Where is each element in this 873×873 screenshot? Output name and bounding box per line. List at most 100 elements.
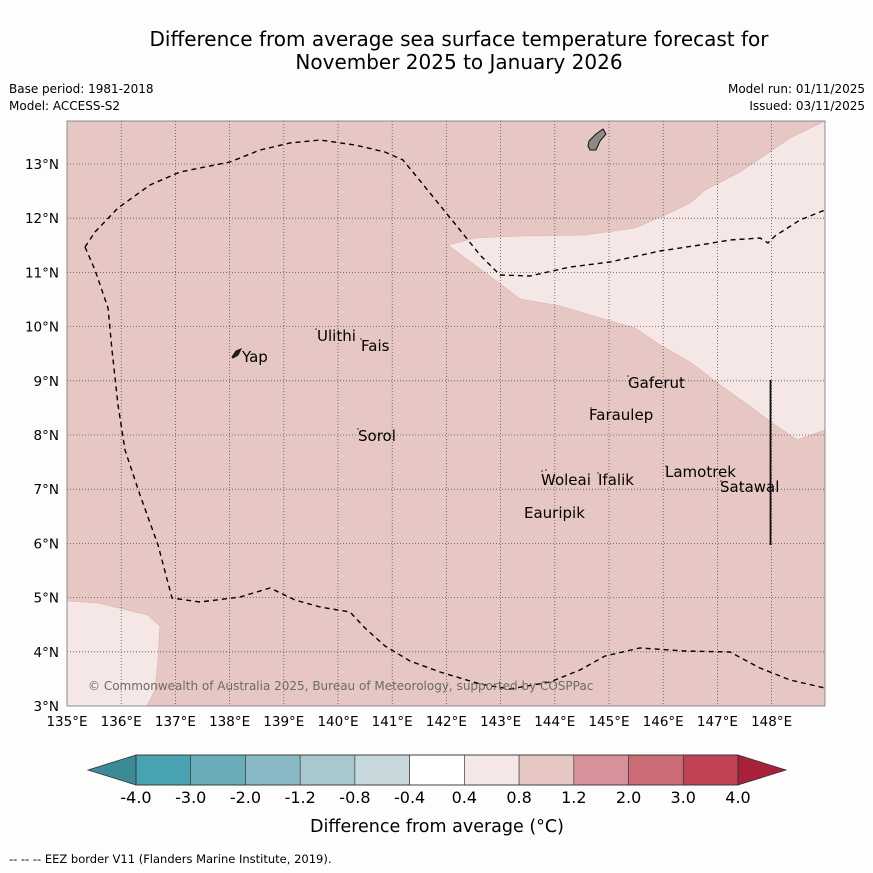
lon-tick-label: 143°E [480, 714, 521, 730]
colorbar-cell [518, 754, 575, 786]
ifalik-marker [597, 472, 599, 474]
lon-tick-label: 138°E [209, 714, 250, 730]
lat-tick-label: 5°N [34, 591, 59, 607]
lon-tick-label: 145°E [588, 714, 629, 730]
lat-tick-label: 3°N [34, 699, 59, 715]
colorbar-cell [354, 754, 410, 786]
colorbar-tick-label: -0.4 [394, 788, 425, 807]
lon-tick-label: 139°E [263, 714, 304, 730]
place-woleai: Woleai [541, 471, 591, 489]
colorbar-extend-high [737, 754, 788, 786]
lon-tick-label: 137°E [155, 714, 196, 730]
colorbar-tick-label: -2.0 [230, 788, 261, 807]
colorbar-tick-label: -3.0 [175, 788, 206, 807]
eez-border-south [84, 246, 825, 690]
colorbar: -4.0 -3.0 -2.0 -1.2 -0.8 -0.4 0.4 0.8 1.2 2.0 3.0 4… [86, 754, 788, 837]
colorbar-tick-label: 2.0 [616, 788, 641, 807]
title-line-2: November 2025 to January 2026 [295, 50, 623, 74]
ulithi-marker [315, 328, 317, 330]
place-ifalik: Ifalik [598, 471, 634, 489]
lamotrek-marker [665, 465, 667, 467]
colorbar-tick-label: 4.0 [725, 788, 750, 807]
lat-tick-label: 6°N [34, 536, 59, 552]
model-run: Model run: 01/11/2025 [727, 82, 865, 96]
place-satawal: Satawal [720, 478, 779, 496]
map-plot-area: Yap Ulithi Fais Sorol Gaferut Faraulep W… [67, 121, 825, 706]
colorbar-cells [135, 754, 739, 786]
map-frame [66, 120, 826, 707]
colorbar-tick-label: -1.2 [285, 788, 316, 807]
issued-date: Issued: 03/11/2025 [749, 99, 865, 113]
colorbar-cell [464, 754, 520, 786]
lon-tick-label: 135°E [46, 714, 87, 730]
colorbar-cell [682, 754, 739, 786]
atoll-markers [315, 328, 722, 482]
anomaly-band-0.4-0.8-northeast [447, 121, 825, 441]
colorbar-tick-label: 1.2 [561, 788, 586, 807]
anomaly-band-0.4-0.8-southwest [67, 600, 161, 706]
colorbar-cell [135, 754, 192, 786]
chart-title: Difference from average sea surface temp… [95, 28, 823, 74]
yap-island-shape [231, 348, 243, 359]
latitude-ticks: 3°N 4°N 5°N 6°N 7°N 8°N 9°N 10°N 11°N 12°N 13°N [25, 157, 59, 715]
colorbar-cell [245, 754, 301, 786]
title-line-1: Difference from average sea surface temp… [149, 27, 769, 51]
lat-tick-label: 7°N [34, 482, 59, 498]
meta-left: Base period: 1981-2018 Model: ACCESS-S2 [9, 81, 154, 115]
lon-tick-label: 144°E [534, 714, 575, 730]
colorbar-tick-label: -0.8 [339, 788, 370, 807]
graticule [67, 121, 825, 706]
colorbar-tick-label: 0.8 [506, 788, 531, 807]
place-sorol: Sorol [358, 427, 396, 445]
place-faraulep: Faraulep [589, 406, 653, 424]
woleai-marker-2 [545, 469, 547, 471]
sorol-marker [357, 428, 359, 430]
place-ulithi: Ulithi [317, 327, 356, 345]
lat-tick-label: 13°N [25, 157, 59, 173]
colorbar-tick-label: 3.0 [671, 788, 696, 807]
place-fais: Fais [361, 337, 390, 355]
faraulep-marker [590, 407, 592, 409]
colorbar-ticks: -4.0 -3.0 -2.0 -1.2 -0.8 -0.4 0.4 0.8 1.2 2.0 3.0 4… [120, 788, 750, 807]
eez-border-north [84, 139, 825, 277]
lon-tick-label: 141°E [372, 714, 413, 730]
base-period: Base period: 1981-2018 [9, 82, 154, 96]
colorbar-cell [409, 754, 465, 786]
gaferut-marker [627, 375, 629, 377]
colorbar-frame [135, 754, 739, 786]
colorbar-tick-label: -4.0 [120, 788, 151, 807]
place-yap: Yap [241, 348, 268, 366]
copyright-notice: © Commonwealth of Australia 2025, Bureau… [88, 679, 593, 693]
meta-right: Model run: 01/11/2025 Issued: 03/11/2025 [728, 81, 865, 115]
lat-tick-label: 8°N [34, 428, 59, 444]
lon-tick-label: 148°E [751, 714, 792, 730]
colorbar-cell [190, 754, 246, 786]
woleai-marker-1 [541, 470, 543, 472]
colorbar-cell [299, 754, 356, 786]
lat-tick-label: 4°N [34, 645, 59, 661]
place-gaferut: Gaferut [628, 374, 685, 392]
model-name: Model: ACCESS-S2 [9, 99, 121, 113]
guam-island-shape [587, 128, 607, 151]
longitude-ticks: 135°E 136°E 137°E 138°E 139°E 140°E 141°E 142°E… [46, 714, 792, 730]
colorbar-label: Difference from average (°C) [310, 817, 564, 837]
place-eauripik: Eauripik [524, 504, 585, 522]
lat-tick-label: 10°N [25, 320, 59, 336]
lon-tick-label: 140°E [317, 714, 358, 730]
lon-tick-label: 147°E [697, 714, 738, 730]
lon-tick-label: 142°E [426, 714, 467, 730]
lon-tick-label: 146°E [643, 714, 684, 730]
lat-tick-label: 9°N [34, 374, 59, 390]
eez-footnote: -- -- -- EEZ border V11 (Flanders Marine… [9, 852, 332, 866]
colorbar-tick-label: 0.4 [452, 788, 477, 807]
colorbar-cell [628, 754, 684, 786]
place-lamotrek: Lamotrek [665, 463, 736, 481]
fais-marker [360, 338, 362, 340]
lon-tick-label: 136°E [101, 714, 142, 730]
colorbar-extend-low [86, 754, 137, 786]
satawal-marker [720, 480, 722, 482]
colorbar-cell [573, 754, 629, 786]
lat-tick-label: 12°N [25, 211, 59, 227]
lat-tick-label: 11°N [25, 265, 59, 281]
